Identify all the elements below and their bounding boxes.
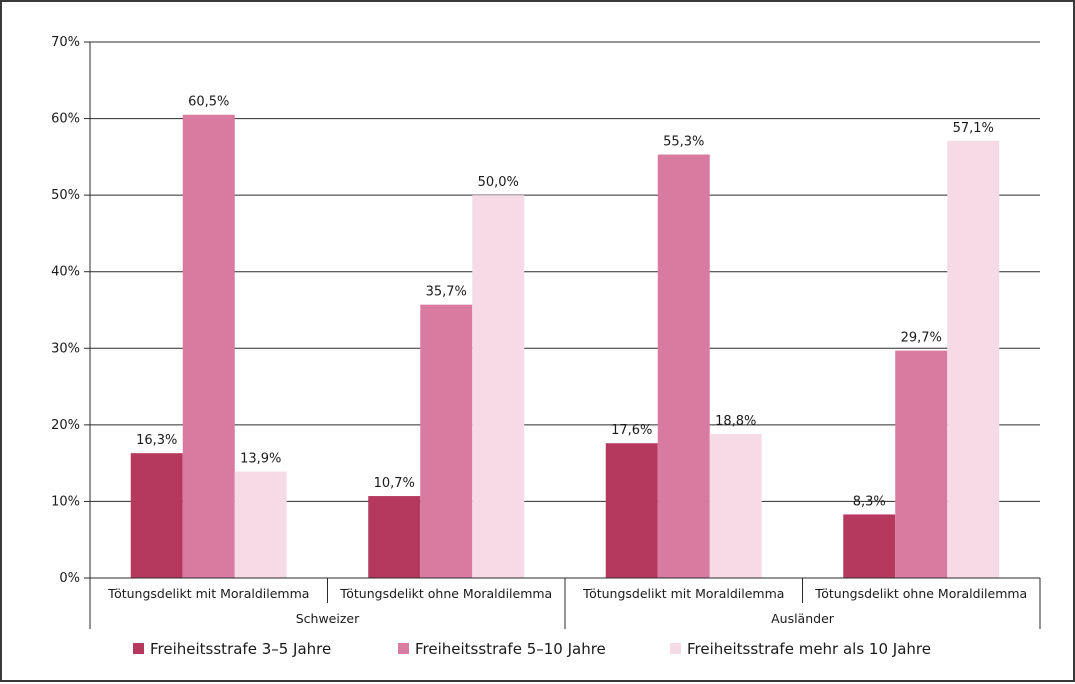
y-tick-label: 70% [51, 35, 80, 50]
legend-swatch [398, 643, 409, 654]
y-tick-label: 40% [51, 265, 80, 280]
data-label: 18,8% [715, 414, 756, 429]
legend-label: Freiheitsstrafe 5–10 Jahre [415, 640, 606, 658]
category-label: Tötungsdelikt mit Moraldilemma [107, 586, 309, 601]
bar [182, 114, 235, 578]
data-label: 10,7% [374, 476, 415, 491]
y-tick-label: 60% [51, 112, 80, 127]
y-tick-label: 10% [51, 494, 80, 509]
bar [657, 154, 710, 578]
group-label: Schweizer [296, 611, 360, 626]
data-label: 29,7% [901, 331, 942, 346]
bar [130, 453, 183, 578]
data-label: 57,1% [953, 121, 994, 136]
bar [709, 434, 762, 578]
bar [895, 350, 948, 578]
data-label: 35,7% [426, 285, 467, 300]
legend-swatch [670, 643, 681, 654]
data-label: 60,5% [188, 95, 229, 110]
category-label: Tötungsdelikt ohne Moraldilemma [339, 586, 552, 601]
data-label: 13,9% [240, 452, 281, 467]
bar [368, 496, 421, 578]
legend-label: Freiheitsstrafe mehr als 10 Jahre [687, 640, 931, 658]
bar [843, 514, 896, 578]
y-tick-label: 50% [51, 188, 80, 203]
legend-swatch [133, 643, 144, 654]
data-label: 16,3% [136, 433, 177, 448]
data-label: 17,6% [611, 423, 652, 438]
y-tick-label: 30% [51, 341, 80, 356]
bar [605, 443, 658, 578]
bar [472, 195, 525, 578]
bar [234, 471, 287, 578]
bar [947, 140, 1000, 578]
y-tick-label: 20% [51, 418, 80, 433]
data-label: 50,0% [478, 175, 519, 190]
group-label: Ausländer [771, 611, 835, 626]
data-label: 55,3% [663, 135, 704, 150]
legend-label: Freiheitsstrafe 3–5 Jahre [150, 640, 331, 658]
y-tick-label: 0% [59, 571, 80, 586]
bar [420, 304, 473, 578]
category-label: Tötungsdelikt mit Moraldilemma [582, 586, 784, 601]
category-label: Tötungsdelikt ohne Moraldilemma [814, 586, 1027, 601]
data-label: 8,3% [853, 494, 886, 509]
